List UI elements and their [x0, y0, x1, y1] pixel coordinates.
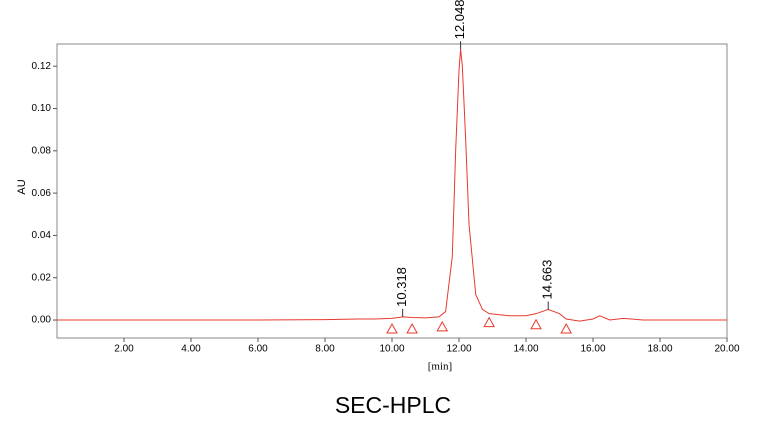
peak-label: 14.663	[540, 260, 555, 300]
x-tick-label: 10.00	[379, 344, 404, 355]
y-tick-label: 0.04	[32, 230, 52, 241]
x-tick-label: 16.00	[580, 344, 605, 355]
integration-mark	[436, 320, 449, 332]
trace	[57, 49, 727, 322]
x-tick-label: 14.00	[513, 344, 538, 355]
x-tick-label: 8.00	[315, 344, 335, 355]
peak-label: 10.318	[394, 267, 409, 307]
x-tick-label: 4.00	[181, 344, 201, 355]
y-tick-label: 0.00	[32, 315, 52, 326]
x-tick-label: 2.00	[114, 344, 134, 355]
y-tick-label: 0.02	[32, 272, 52, 283]
peak-label: 12.048	[452, 0, 467, 39]
y-tick-label: 0.10	[32, 103, 52, 114]
integration-mark	[406, 322, 418, 334]
integration-mark	[483, 316, 495, 328]
integration-mark	[386, 322, 398, 334]
y-tick-label: 0.06	[32, 188, 52, 199]
x-tick-label: 18.00	[647, 344, 672, 355]
x-tick-label: 20.00	[714, 344, 739, 355]
x-tick-label: 6.00	[248, 344, 268, 355]
integration-mark	[560, 322, 573, 334]
y-axis-label: AU	[16, 179, 28, 194]
y-tick-label: 0.12	[32, 61, 52, 72]
y-tick-label: 0.08	[32, 145, 52, 156]
plot-frame	[56, 43, 728, 339]
caption: SEC-HPLC	[335, 392, 451, 418]
x-axis-label: [min]	[428, 361, 452, 373]
integration-mark	[530, 318, 542, 330]
x-tick-label: 12.00	[446, 344, 471, 355]
